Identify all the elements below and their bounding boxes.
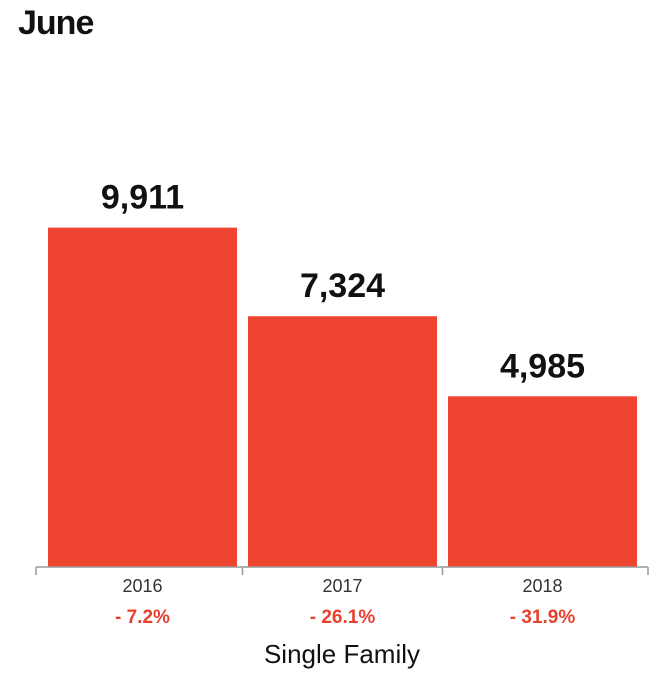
value-label-2016: 9,911 (101, 179, 184, 217)
category-label-2018: 2018 (522, 576, 562, 596)
x-axis-label: Single Family (264, 639, 420, 669)
labels-group: 9,911 2016 - 7.2% 7,324 2017 - 26.1% 4,985 2018… (101, 179, 585, 628)
change-label-2017: - 26.1% (310, 607, 376, 628)
chart-title: June (18, 4, 94, 42)
value-label-2018: 4,985 (500, 347, 585, 385)
change-label-2016: - 7.2% (115, 607, 170, 628)
bars-group (48, 227, 637, 568)
category-label-2016: 2016 (122, 576, 162, 596)
bar-2016 (48, 227, 237, 568)
change-label-2018: - 31.9% (510, 607, 576, 628)
x-axis-ticks (35, 567, 649, 575)
bar-2017 (248, 316, 437, 567)
bar-2018 (448, 396, 637, 567)
category-label-2017: 2017 (322, 576, 362, 596)
value-label-2017: 7,324 (300, 267, 385, 305)
